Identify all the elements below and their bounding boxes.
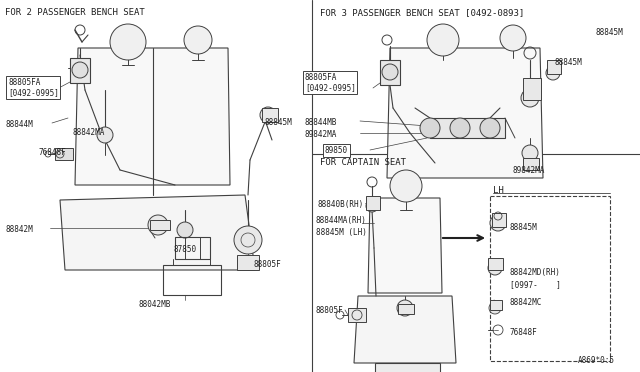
Bar <box>375 363 440 372</box>
Circle shape <box>382 64 398 80</box>
Circle shape <box>500 25 526 51</box>
Circle shape <box>522 145 538 161</box>
Bar <box>237 255 259 270</box>
Circle shape <box>546 66 560 80</box>
Bar <box>55 148 73 160</box>
Circle shape <box>521 89 539 107</box>
Circle shape <box>177 222 193 238</box>
Text: 88842M: 88842M <box>5 225 33 234</box>
Bar <box>70 58 90 83</box>
Text: 88842MC: 88842MC <box>510 298 542 307</box>
Text: 88840B(RH): 88840B(RH) <box>318 200 364 209</box>
Text: 88042MB: 88042MB <box>139 300 171 309</box>
Text: 88844M: 88844M <box>5 120 33 129</box>
Circle shape <box>110 24 146 60</box>
Circle shape <box>490 215 506 231</box>
Text: 87850: 87850 <box>173 245 196 254</box>
Circle shape <box>148 215 168 235</box>
Circle shape <box>427 24 459 56</box>
Polygon shape <box>368 198 442 293</box>
Text: 88844MB: 88844MB <box>305 118 337 127</box>
Text: A869*0:5: A869*0:5 <box>578 356 615 365</box>
Bar <box>163 265 221 295</box>
Bar <box>492 213 506 227</box>
Text: FOR 2 PASSENGER BENCH SEAT: FOR 2 PASSENGER BENCH SEAT <box>5 8 145 17</box>
Text: 88845M: 88845M <box>510 223 538 232</box>
Text: LH: LH <box>493 186 504 195</box>
Text: FOR 3 PASSENGER BENCH SEAT [0492-0893]: FOR 3 PASSENGER BENCH SEAT [0492-0893] <box>320 8 524 17</box>
Polygon shape <box>75 48 230 185</box>
Text: [0997-    ]: [0997- ] <box>510 280 561 289</box>
Bar <box>380 60 400 85</box>
Bar <box>490 300 502 310</box>
Bar <box>490 196 610 361</box>
Circle shape <box>420 118 440 138</box>
Text: 88805F: 88805F <box>316 306 344 315</box>
Text: 76848F: 76848F <box>38 148 66 157</box>
Circle shape <box>397 300 413 316</box>
Bar <box>523 78 541 100</box>
Circle shape <box>184 26 212 54</box>
Bar <box>398 304 414 314</box>
Text: 88842MA: 88842MA <box>72 128 104 137</box>
Bar <box>366 196 380 210</box>
Circle shape <box>480 118 500 138</box>
Text: FOR CAPTAIN SEAT: FOR CAPTAIN SEAT <box>320 158 406 167</box>
Text: 88842MD(RH): 88842MD(RH) <box>510 268 561 277</box>
Circle shape <box>450 118 470 138</box>
Circle shape <box>260 107 276 123</box>
Text: 88845M (LH): 88845M (LH) <box>316 228 367 237</box>
Circle shape <box>72 62 88 78</box>
Circle shape <box>97 127 113 143</box>
Polygon shape <box>60 195 255 270</box>
Text: 88805FA
[0492-0995]: 88805FA [0492-0995] <box>8 78 59 97</box>
Bar <box>547 60 561 74</box>
Bar <box>262 108 278 122</box>
Text: 76848F: 76848F <box>510 328 538 337</box>
Circle shape <box>390 170 422 202</box>
Text: 89842MA: 89842MA <box>513 166 545 175</box>
Bar <box>175 237 210 259</box>
Text: 88805F: 88805F <box>254 260 282 269</box>
Circle shape <box>489 302 501 314</box>
Bar <box>348 308 366 322</box>
Circle shape <box>234 226 262 254</box>
Polygon shape <box>354 296 456 363</box>
Text: 88844MA(RH): 88844MA(RH) <box>316 216 367 225</box>
Text: 88845M: 88845M <box>595 28 623 37</box>
Text: 88845M: 88845M <box>555 58 583 67</box>
Bar <box>523 158 539 170</box>
Polygon shape <box>387 48 543 178</box>
Circle shape <box>488 261 502 275</box>
Bar <box>150 220 170 230</box>
Circle shape <box>366 200 378 212</box>
Bar <box>488 258 503 270</box>
Text: 89842MA: 89842MA <box>305 130 337 139</box>
Text: 89850: 89850 <box>325 146 348 155</box>
Text: 88805FA
[0492-0995]: 88805FA [0492-0995] <box>305 73 356 92</box>
Text: 88845M: 88845M <box>265 118 292 127</box>
Bar <box>430 118 505 138</box>
